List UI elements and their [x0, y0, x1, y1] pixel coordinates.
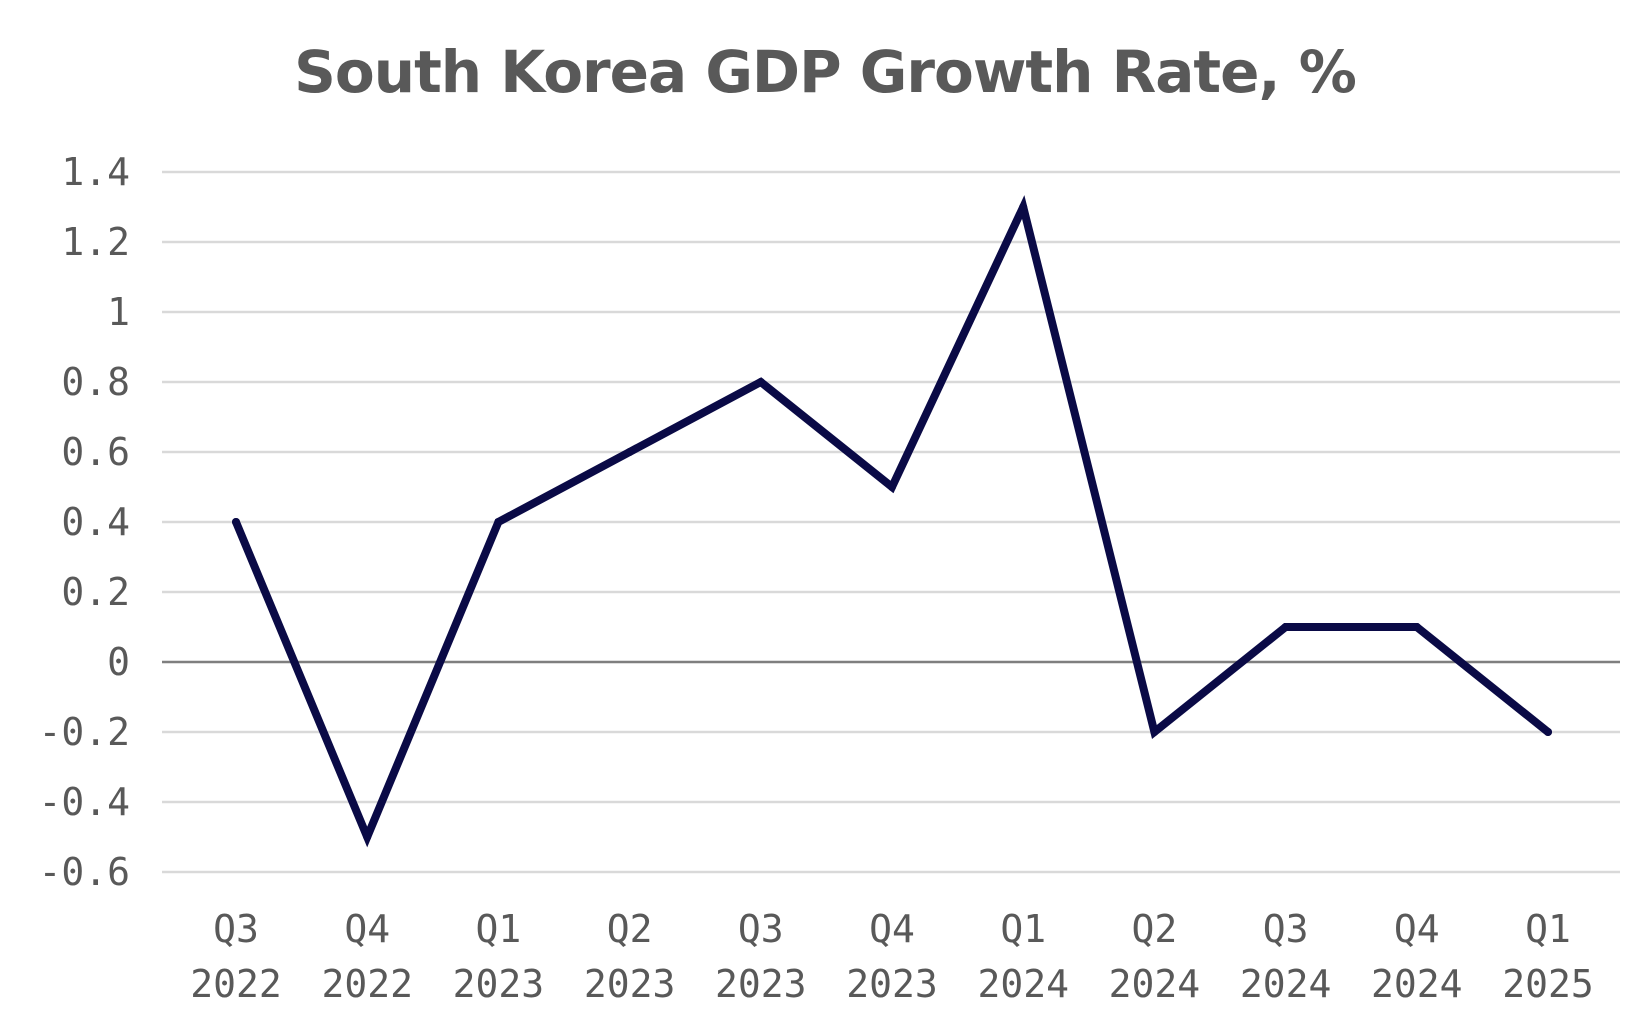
x-tick-label-quarter: Q4 — [869, 907, 915, 951]
x-tick-label-quarter: Q2 — [1132, 907, 1178, 951]
data-point — [1544, 728, 1552, 736]
data-point — [1281, 623, 1290, 631]
data-point — [888, 483, 896, 491]
data-point — [494, 518, 503, 526]
x-tick-label-quarter: Q1 — [1000, 907, 1046, 951]
y-tick-label: 1.2 — [61, 220, 130, 264]
y-tick-label: 1.4 — [61, 150, 130, 194]
x-tick-label-year: 2024 — [1371, 962, 1463, 1006]
x-tick-label-year: 2023 — [584, 962, 676, 1006]
x-tick-label-quarter: Q1 — [1525, 907, 1571, 951]
x-tick-label-quarter: Q3 — [213, 907, 259, 951]
x-axis-tick-labels: Q3 2022 Q4 2022 Q1 2023 Q2 2023 Q3 2023 Q4 2023 Q1 20… — [190, 907, 1594, 1006]
x-tick-label-year: 2023 — [453, 962, 545, 1006]
data-point — [756, 378, 765, 386]
x-tick-label-year: 2023 — [846, 962, 938, 1006]
x-tick-label-year: 2022 — [321, 962, 413, 1006]
x-tick-label-quarter: Q4 — [344, 907, 390, 951]
data-point — [1412, 623, 1421, 631]
x-tick-label-year: 2024 — [1240, 962, 1332, 1006]
data-point — [232, 518, 240, 526]
x-tick-label-year: 2022 — [190, 962, 282, 1006]
x-tick-label-quarter: Q1 — [476, 907, 522, 951]
gridlines — [162, 170, 1620, 874]
data-point — [1150, 728, 1159, 736]
x-tick-label-quarter: Q4 — [1394, 907, 1440, 951]
x-tick-label-quarter: Q2 — [607, 907, 653, 951]
data-point — [625, 448, 634, 456]
y-tick-label: 0.6 — [61, 430, 130, 474]
series-layer — [232, 195, 1552, 848]
y-tick-label: -0.6 — [38, 850, 130, 894]
x-tick-label-year: 2024 — [1109, 962, 1201, 1006]
y-axis-tick-labels: 1.4 1.2 1 0.8 0.6 0.4 0.2 0 -0.2 -0.4 -0.6 — [38, 150, 130, 894]
x-tick-label-year: 2025 — [1502, 962, 1594, 1006]
y-tick-label: 1 — [107, 290, 130, 334]
x-tick-label-quarter: Q3 — [738, 907, 784, 951]
data-point — [363, 833, 372, 841]
x-tick-label-year: 2023 — [715, 962, 807, 1006]
y-tick-label: 0.2 — [61, 570, 130, 614]
data-point — [1019, 203, 1028, 211]
x-tick-label-quarter: Q3 — [1263, 907, 1309, 951]
x-tick-label-year: 2024 — [977, 962, 1069, 1006]
y-tick-label: 0.4 — [61, 500, 130, 544]
chart-title: South Korea GDP Growth Rate, % — [294, 38, 1357, 106]
y-tick-label: -0.2 — [38, 710, 130, 754]
y-tick-label: 0 — [107, 640, 130, 684]
y-tick-label: -0.4 — [38, 780, 130, 824]
y-tick-label: 0.8 — [61, 360, 130, 404]
